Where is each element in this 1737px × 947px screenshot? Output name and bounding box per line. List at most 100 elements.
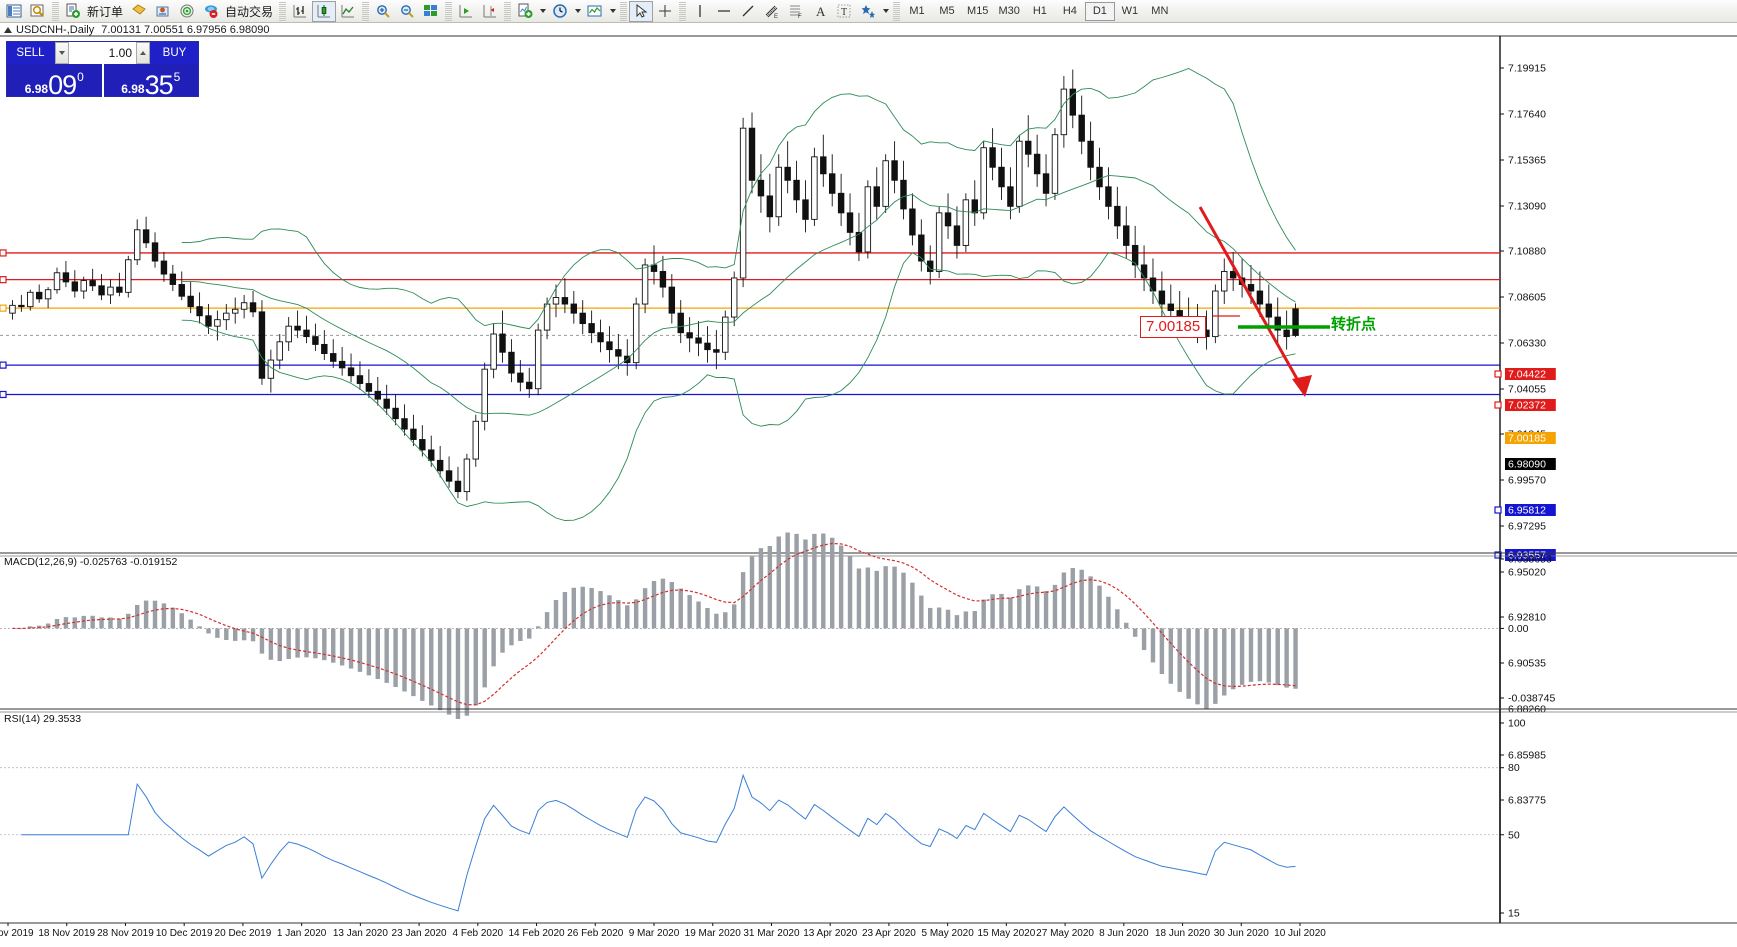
- strategy-tester-icon[interactable]: [175, 1, 199, 22]
- timeframe-m15[interactable]: M15: [967, 5, 989, 17]
- trend-arrow-line[interactable]: [1198, 206, 1307, 394]
- candle-body: [561, 297, 569, 305]
- buy-button[interactable]: BUY: [151, 42, 198, 64]
- sell-price[interactable]: 6.98 09 0: [7, 64, 102, 99]
- tile-windows-icon[interactable]: [419, 1, 443, 22]
- timeframe-m30[interactable]: M30: [998, 5, 1020, 17]
- candle-body: [419, 439, 426, 451]
- fibonacci-retracement-icon[interactable]: F: [784, 1, 808, 22]
- candle-body: [1229, 271, 1237, 279]
- crosshair-icon[interactable]: [653, 1, 677, 22]
- volume-increase-button[interactable]: [136, 42, 150, 64]
- main-toolbar[interactable]: 新订单 自动交易: [0, 0, 1737, 23]
- candle-body: [160, 260, 168, 275]
- level-handle[interactable]: [0, 361, 7, 369]
- candlestick-chart-icon[interactable]: [312, 0, 337, 22]
- templates-icon[interactable]: [583, 1, 607, 22]
- line-chart-icon[interactable]: [336, 1, 360, 22]
- timeframe-mn[interactable]: MN: [1151, 5, 1169, 17]
- price-tag-6.98090[interactable]: [1505, 458, 1556, 470]
- sell-price-point: 0: [77, 70, 84, 84]
- chart-window[interactable]: USDCNH-,Daily 7.00131 7.00551 6.97956 6.…: [0, 23, 1737, 947]
- buy-price[interactable]: 6.98 35 5: [101, 64, 199, 99]
- price-tag-handle[interactable]: [1494, 401, 1502, 409]
- candle-body: [187, 295, 194, 308]
- collapse-triangle-icon[interactable]: [4, 27, 12, 33]
- market-watch-icon[interactable]: [2, 1, 26, 22]
- zoom-out-icon[interactable]: [395, 1, 419, 22]
- sell-price-prefix: 6.98: [24, 82, 49, 96]
- vertical-line-icon[interactable]: [688, 1, 712, 22]
- level-handle[interactable]: [0, 276, 7, 284]
- period-dropdown-caret[interactable]: [572, 1, 583, 22]
- trendline-icon[interactable]: [736, 1, 760, 22]
- metaeditor-icon[interactable]: [127, 1, 151, 22]
- auto-scroll-icon[interactable]: [454, 1, 478, 22]
- macd-axis-label: -0.038745: [1508, 693, 1555, 705]
- expert-advisors-icon[interactable]: [151, 1, 175, 22]
- price-tag-6.95812[interactable]: [1505, 504, 1556, 516]
- timeframe-h1[interactable]: H1: [1032, 5, 1047, 17]
- level-handle[interactable]: [0, 249, 7, 257]
- level-handle[interactable]: [0, 304, 7, 312]
- level-handle[interactable]: [0, 390, 7, 399]
- price-tag-handle[interactable]: [1494, 506, 1502, 514]
- price-tag-7.04422[interactable]: [1505, 368, 1556, 380]
- new-order-icon[interactable]: [61, 1, 85, 22]
- candle-body: [267, 359, 275, 379]
- new-order-button[interactable]: 新订单: [85, 1, 127, 22]
- timeframe-w1[interactable]: W1: [1121, 5, 1139, 17]
- timeframe-h4[interactable]: H4: [1062, 5, 1077, 17]
- one-click-trading-panel[interactable]: SELL 1.00 BUY 6.98 09 0 6.98 35 5: [6, 41, 199, 99]
- trend-arrow-head[interactable]: [1292, 375, 1312, 397]
- bar-chart-icon[interactable]: [288, 1, 312, 22]
- equidistant-channel-icon[interactable]: E: [760, 1, 784, 22]
- autotrading-icon[interactable]: [199, 1, 223, 22]
- price-tag-handle[interactable]: [1494, 551, 1502, 559]
- chart-shift-icon[interactable]: [478, 1, 502, 22]
- turning-point-label[interactable]: 转折点: [1331, 315, 1377, 333]
- candle-body: [347, 367, 355, 377]
- period-clock-icon[interactable]: [548, 1, 572, 22]
- candle-body: [258, 311, 266, 379]
- indicator-dropdown-caret[interactable]: [537, 1, 548, 22]
- candle-body: [855, 231, 863, 253]
- volume-decrease-button[interactable]: [55, 42, 69, 64]
- timeframe-m1[interactable]: M1: [909, 5, 925, 17]
- time-axis-label: 10 Jul 2020: [1274, 928, 1326, 939]
- sell-button[interactable]: SELL: [7, 42, 54, 64]
- text-label-icon[interactable]: T: [832, 1, 856, 22]
- timeframe-m5[interactable]: M5: [939, 5, 955, 17]
- price-tag-7.02372[interactable]: [1505, 399, 1556, 411]
- timeframe-d1[interactable]: D1: [1084, 1, 1115, 21]
- volume-input[interactable]: 1.00: [108, 46, 132, 60]
- candle-body: [668, 286, 676, 314]
- candle-body: [205, 315, 212, 327]
- zoom-in-icon[interactable]: [371, 1, 395, 22]
- candle-body: [998, 166, 1005, 188]
- candle-body: [802, 199, 809, 220]
- candle-body: [508, 351, 515, 374]
- price-tag-7.00185[interactable]: [1505, 432, 1556, 444]
- rsi-axis-label: 15: [1508, 908, 1520, 920]
- candle-body: [169, 273, 177, 285]
- price-annotation-box[interactable]: 7.00185: [1140, 316, 1207, 338]
- templates-dropdown-caret[interactable]: [607, 1, 618, 22]
- add-indicator-icon[interactable]: [513, 1, 537, 22]
- text-icon[interactable]: A: [808, 1, 832, 22]
- chart-canvas[interactable]: 7.19915 7.17640 7.15365 7.13090 7.10880 7.086…: [0, 23, 1737, 947]
- cursor-icon[interactable]: [629, 0, 654, 22]
- price-tag-6.93557[interactable]: [1505, 549, 1556, 561]
- time-axis-label: 30 Jun 2020: [1214, 928, 1269, 939]
- horizontal-line-icon[interactable]: [712, 1, 736, 22]
- autotrading-button[interactable]: 自动交易: [223, 1, 277, 22]
- shapes-dropdown-caret[interactable]: [880, 1, 891, 22]
- candle-body: [463, 458, 471, 493]
- candle-body: [89, 280, 96, 287]
- candle-body: [944, 212, 952, 227]
- candle-body: [1033, 153, 1041, 175]
- price-tag-handle[interactable]: [1494, 370, 1502, 378]
- shapes-icon[interactable]: [856, 1, 880, 22]
- volume-stepper[interactable]: 1.00: [54, 42, 151, 64]
- data-window-icon[interactable]: [26, 1, 50, 22]
